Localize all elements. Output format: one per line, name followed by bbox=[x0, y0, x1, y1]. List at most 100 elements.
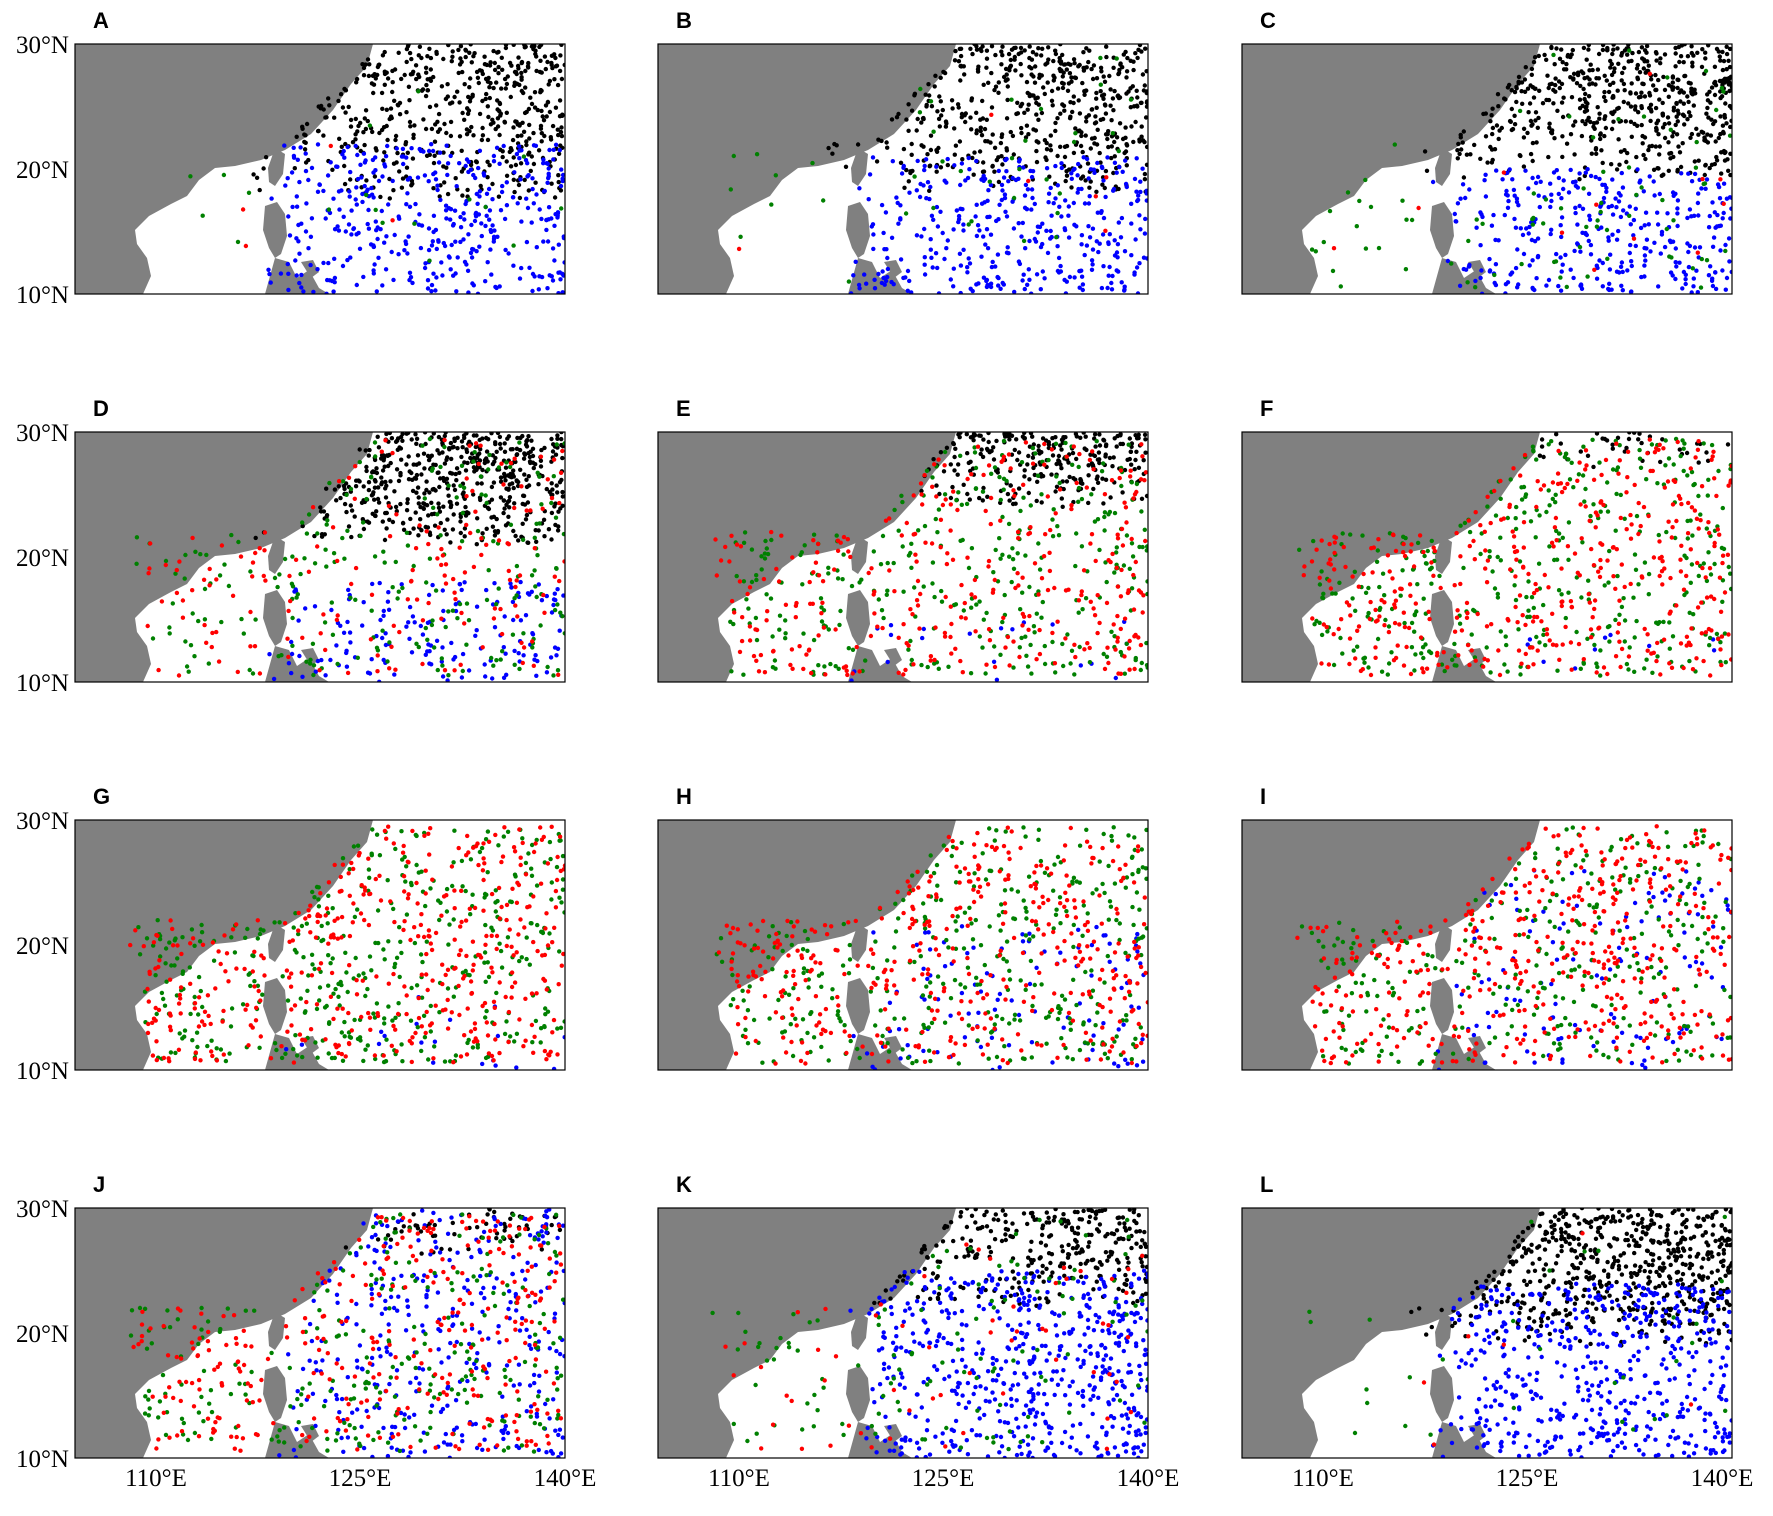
black-point bbox=[1019, 73, 1024, 78]
black-point bbox=[332, 487, 338, 492]
red-point bbox=[484, 542, 489, 547]
black-point bbox=[1539, 444, 1545, 449]
blue-point bbox=[519, 265, 524, 271]
green-point bbox=[1541, 221, 1546, 226]
black-point bbox=[1100, 182, 1105, 187]
black-point bbox=[450, 49, 455, 54]
green-point bbox=[826, 565, 831, 570]
blue-point bbox=[479, 221, 484, 226]
black-point bbox=[336, 484, 341, 489]
green-point bbox=[202, 586, 208, 592]
red-point bbox=[804, 652, 809, 657]
black-point bbox=[464, 132, 470, 137]
green-point bbox=[741, 672, 746, 677]
black-point bbox=[498, 475, 504, 480]
green-point bbox=[1127, 566, 1132, 571]
red-point bbox=[393, 667, 398, 672]
green-point bbox=[1704, 258, 1710, 263]
black-point bbox=[1611, 80, 1616, 85]
black-point bbox=[410, 156, 416, 161]
blue-point bbox=[422, 265, 428, 271]
blue-point bbox=[1001, 282, 1006, 287]
black-point bbox=[1123, 125, 1128, 130]
black-point bbox=[527, 136, 532, 141]
black-point bbox=[511, 468, 516, 473]
red-point bbox=[915, 603, 921, 608]
blue-point bbox=[312, 604, 318, 609]
red-point bbox=[369, 592, 375, 597]
scatter-points bbox=[188, 44, 565, 294]
red-point bbox=[250, 560, 256, 565]
black-point bbox=[1679, 88, 1684, 93]
black-point bbox=[459, 439, 465, 444]
red-point bbox=[1416, 205, 1421, 211]
green-point bbox=[901, 589, 906, 594]
black-point bbox=[1073, 126, 1078, 131]
green-point bbox=[821, 608, 827, 613]
black-point bbox=[553, 452, 559, 457]
black-point bbox=[1071, 94, 1076, 99]
blue-point bbox=[1618, 214, 1624, 220]
black-point bbox=[1050, 103, 1055, 108]
blue-point bbox=[1551, 170, 1557, 175]
black-point bbox=[938, 75, 943, 80]
green-point bbox=[983, 671, 988, 676]
black-point bbox=[380, 519, 385, 524]
blue-point bbox=[417, 212, 422, 217]
blue-point bbox=[514, 151, 520, 157]
black-point bbox=[460, 445, 465, 450]
black-point bbox=[963, 111, 968, 116]
black-point bbox=[952, 126, 957, 131]
green-point bbox=[173, 571, 178, 576]
black-point bbox=[1725, 442, 1731, 447]
green-point bbox=[360, 520, 366, 525]
blue-point bbox=[353, 197, 358, 202]
blue-point bbox=[1708, 264, 1713, 269]
black-point bbox=[977, 149, 983, 154]
blue-point bbox=[1480, 214, 1485, 220]
black-point bbox=[300, 523, 305, 529]
blue-point bbox=[434, 246, 439, 252]
green-point bbox=[1124, 641, 1129, 646]
blue-point bbox=[1071, 200, 1076, 206]
black-point bbox=[1135, 55, 1140, 61]
black-point bbox=[456, 47, 461, 53]
blue-point bbox=[1712, 210, 1717, 215]
black-point bbox=[1069, 75, 1074, 80]
red-point bbox=[833, 627, 838, 632]
blue-point bbox=[1020, 278, 1025, 283]
blue-point bbox=[418, 623, 423, 629]
green-point bbox=[1076, 499, 1081, 504]
black-point bbox=[542, 534, 547, 539]
black-point bbox=[1101, 74, 1106, 79]
black-point bbox=[1653, 72, 1658, 78]
black-point bbox=[1570, 47, 1575, 53]
green-point bbox=[802, 543, 807, 548]
black-point bbox=[1505, 85, 1511, 90]
blue-point bbox=[958, 290, 963, 294]
red-point bbox=[542, 610, 547, 615]
black-point bbox=[342, 163, 347, 169]
blue-point bbox=[382, 164, 388, 169]
green-point bbox=[987, 179, 992, 184]
blue-point bbox=[315, 189, 321, 194]
black-point bbox=[454, 478, 459, 483]
black-point bbox=[263, 155, 269, 160]
green-point bbox=[530, 645, 535, 650]
black-point bbox=[431, 160, 437, 166]
black-point bbox=[1010, 501, 1016, 507]
blue-point bbox=[1467, 187, 1472, 192]
blue-point bbox=[555, 215, 560, 220]
black-point bbox=[1609, 126, 1615, 132]
red-point bbox=[1138, 642, 1144, 648]
map-frame bbox=[657, 43, 1149, 295]
red-point bbox=[1042, 462, 1047, 467]
black-point bbox=[510, 447, 515, 452]
black-point bbox=[384, 526, 389, 531]
red-point bbox=[986, 558, 992, 564]
black-point bbox=[994, 157, 999, 163]
green-point bbox=[1122, 671, 1127, 676]
black-point bbox=[993, 84, 999, 89]
black-point bbox=[382, 464, 387, 469]
black-point bbox=[1112, 154, 1117, 159]
